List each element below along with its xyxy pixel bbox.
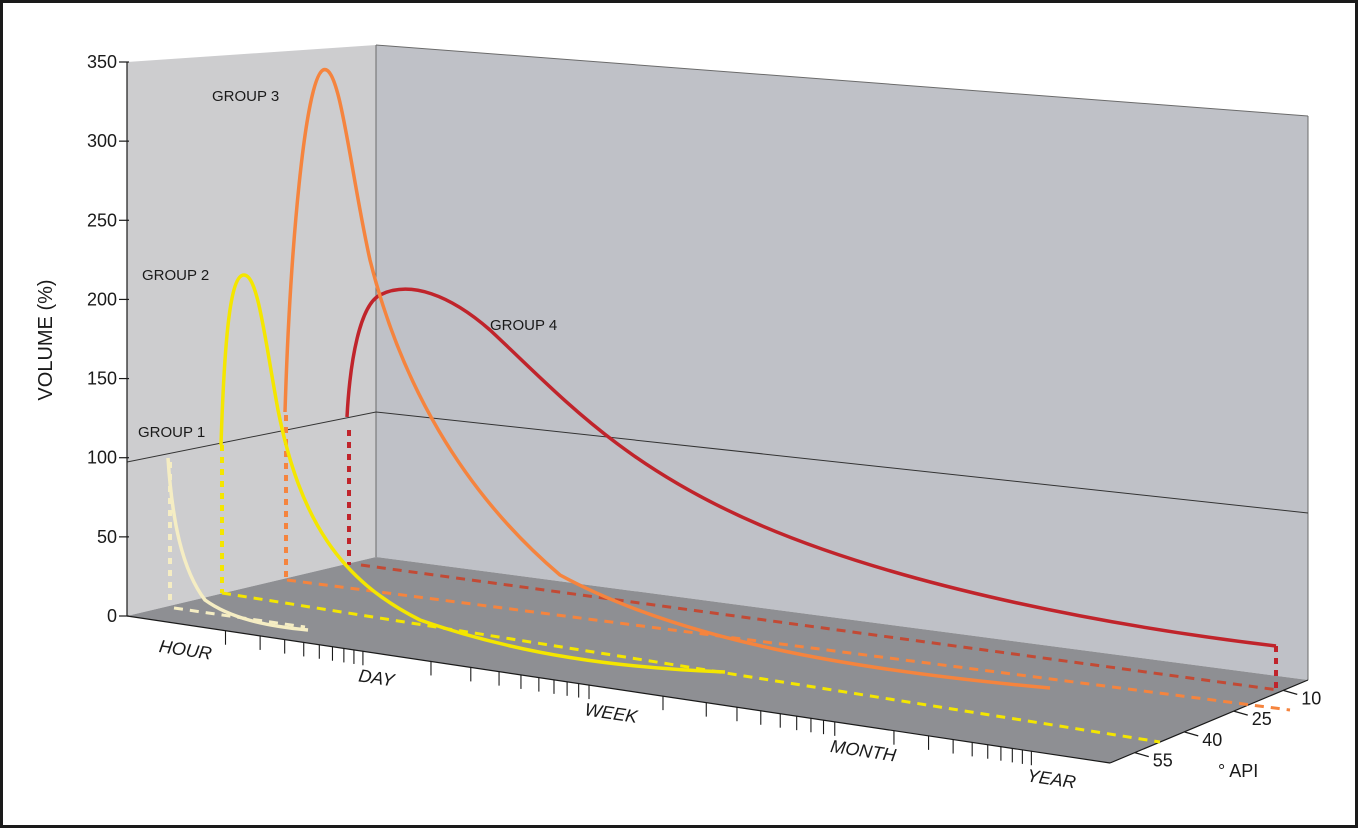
back-wall bbox=[376, 45, 1308, 680]
y-axis-ticks: 0 50 100 150 200 250 300 350 bbox=[87, 52, 129, 626]
x-category-label: HOUR bbox=[158, 636, 213, 664]
series-label-group-4: GROUP 4 bbox=[490, 317, 557, 334]
z-axis-ticks: 10 25 40 55 bbox=[1134, 688, 1321, 771]
x-category-label: WEEK bbox=[583, 699, 639, 727]
y-tick-label: 0 bbox=[107, 606, 117, 626]
series-label-group-2: GROUP 2 bbox=[142, 267, 209, 284]
x-category-label: YEAR bbox=[1026, 765, 1077, 792]
y-axis-title: VOLUME (%) bbox=[35, 279, 57, 400]
x-category-label: MONTH bbox=[829, 736, 898, 766]
z-tick-mark bbox=[1134, 752, 1149, 758]
z-tick-mark bbox=[1233, 710, 1248, 716]
series-layer bbox=[166, 68, 1291, 744]
series-label-group-3: GROUP 3 bbox=[212, 88, 279, 105]
y-tick-label: 100 bbox=[87, 448, 117, 468]
z-tick-label: 10 bbox=[1301, 688, 1321, 708]
y-tick-label: 50 bbox=[97, 527, 117, 547]
gridline-100 bbox=[126, 411, 1309, 514]
y-tick-label: 300 bbox=[87, 131, 117, 151]
z-tick-mark bbox=[1184, 731, 1199, 737]
series-group-4-floor-dash bbox=[360, 563, 1279, 692]
z-axis-line bbox=[1109, 679, 1309, 764]
series-group-1-line bbox=[166, 457, 309, 632]
series-group-3-floor-dash bbox=[286, 578, 1291, 712]
x-axis-line bbox=[126, 615, 1111, 764]
y-tick-label: 200 bbox=[87, 289, 117, 309]
z-axis-title: ° API bbox=[1218, 761, 1258, 781]
x-category-label: DAY bbox=[357, 665, 397, 690]
series-group-2-line bbox=[219, 273, 726, 674]
z-tick-label: 25 bbox=[1252, 709, 1272, 729]
y-tick-label: 350 bbox=[87, 52, 117, 72]
floor bbox=[127, 557, 1308, 763]
y-tick-label: 150 bbox=[87, 369, 117, 389]
z-tick-label: 55 bbox=[1153, 751, 1173, 771]
left-wall bbox=[127, 45, 376, 616]
series-group-2-floor-dash bbox=[221, 591, 1161, 744]
back-wall-top-edge bbox=[375, 44, 1309, 117]
series-group-3-line bbox=[283, 68, 1051, 690]
z-tick-label: 40 bbox=[1202, 730, 1222, 750]
series-group-4-line bbox=[345, 287, 1277, 648]
series-label-group-1: GROUP 1 bbox=[138, 424, 205, 441]
z-tick-mark bbox=[1283, 689, 1298, 695]
y-tick-label: 250 bbox=[87, 210, 117, 230]
